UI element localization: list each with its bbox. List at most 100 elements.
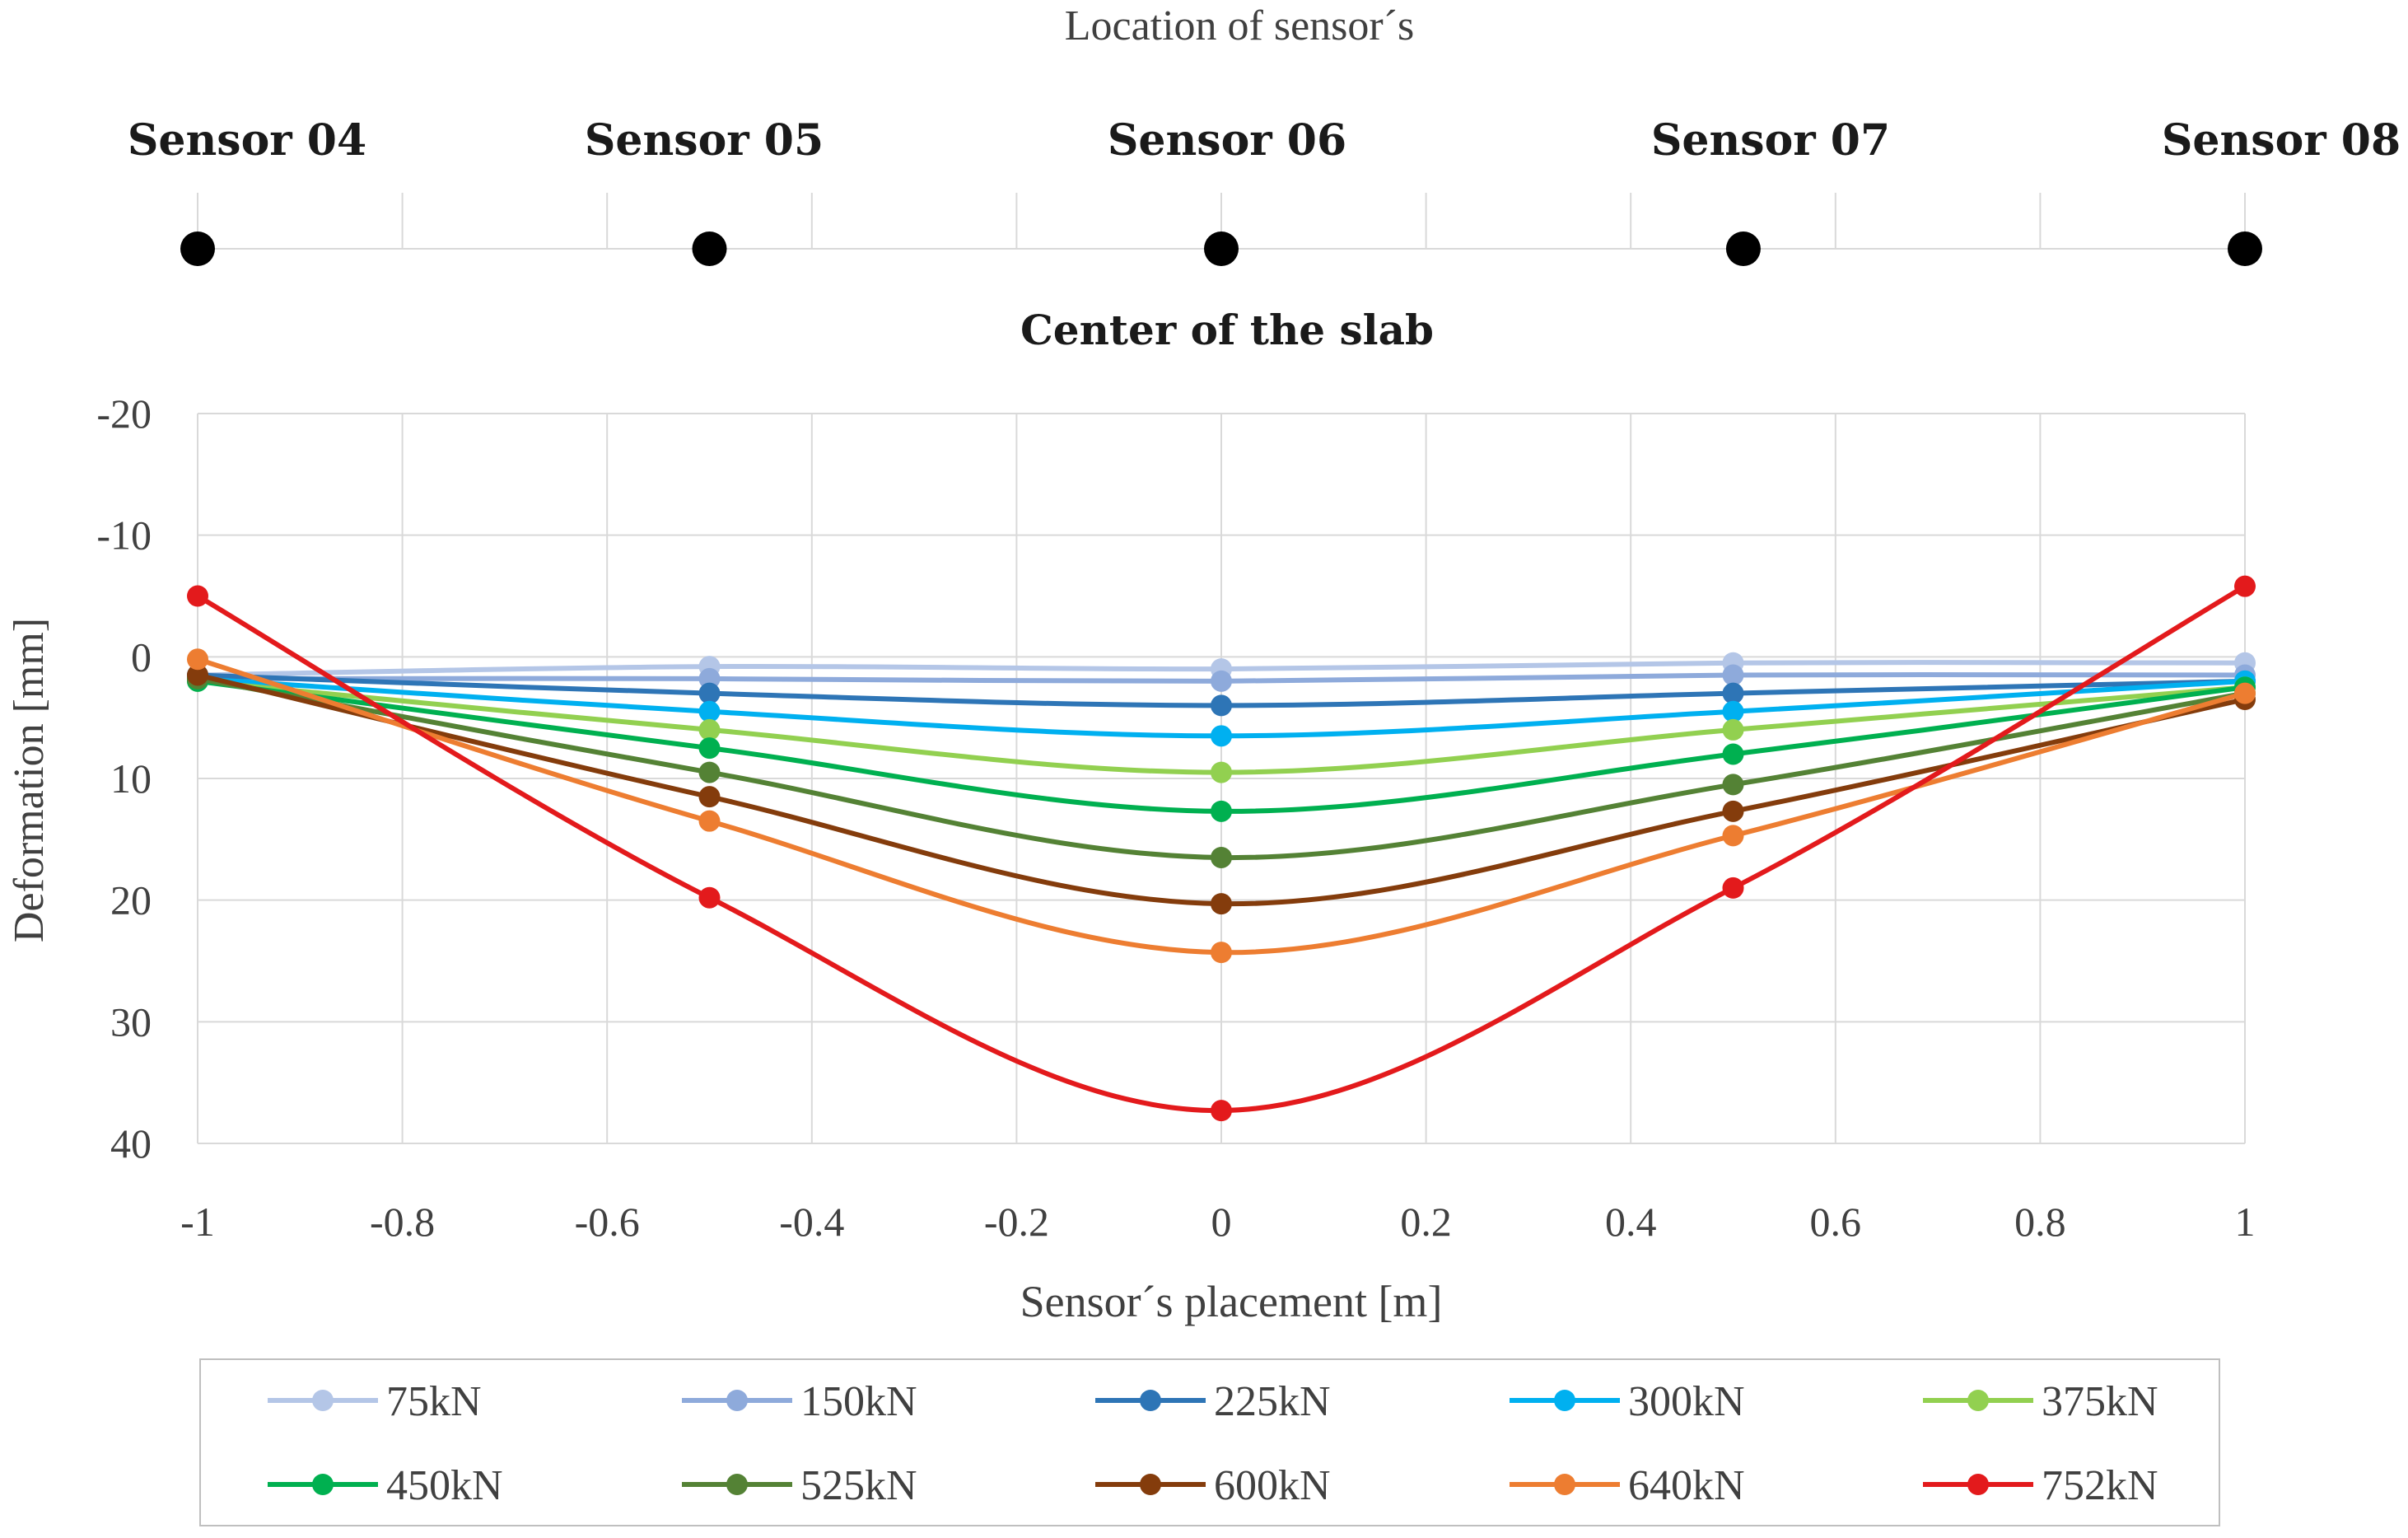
data-point-225kN-3 bbox=[1722, 682, 1744, 704]
sensor-dot-6 bbox=[1204, 231, 1239, 266]
data-point-450kN-3 bbox=[1722, 743, 1744, 765]
legend-label: 300kN bbox=[1628, 1378, 1745, 1425]
legend-label: 375kN bbox=[2042, 1378, 2158, 1425]
data-point-375kN-3 bbox=[1722, 718, 1744, 741]
y-tick-label: 20 bbox=[110, 877, 152, 923]
data-point-300kN-1 bbox=[698, 700, 721, 722]
x-axis-label: Sensor´s placement [m] bbox=[1020, 1277, 1443, 1326]
sensor-label: Sensor 08 bbox=[2162, 115, 2401, 166]
legend: 75kN 150kN 225kN 300kN 375kN 450kN 525kN 600kN 6… bbox=[199, 1358, 2220, 1526]
data-point-600kN-0 bbox=[187, 664, 208, 686]
chart-subtitle: Center of the slab bbox=[1020, 306, 1434, 354]
legend-label: 225kN bbox=[1214, 1378, 1331, 1425]
legend-marker bbox=[1967, 1390, 1989, 1411]
x-tick-label: 0.2 bbox=[1400, 1199, 1452, 1245]
data-point-450kN-1 bbox=[698, 737, 721, 760]
legend-label: 600kN bbox=[1214, 1462, 1331, 1509]
sensor-label: Sensor 06 bbox=[1108, 115, 1346, 166]
legend-label: 640kN bbox=[1628, 1462, 1745, 1509]
data-point-150kN-3 bbox=[1722, 664, 1744, 686]
legend-item-600kN: 600kN bbox=[1095, 1462, 1331, 1509]
legend-label: 752kN bbox=[2042, 1462, 2158, 1509]
legend-marker bbox=[1554, 1390, 1575, 1411]
data-point-752kN-2 bbox=[1211, 1100, 1232, 1122]
x-tick-label: -0.6 bbox=[575, 1199, 640, 1245]
x-axis-ticks: -1 -0.8 -0.6 -0.4 -0.2 0 0.2 0.4 0.6 0.8 1 bbox=[180, 1199, 2255, 1245]
x-tick-label: 0.4 bbox=[1605, 1199, 1657, 1245]
legend-marker bbox=[312, 1390, 334, 1411]
data-point-300kN-3 bbox=[1722, 700, 1744, 722]
legend-item-525kN: 525kN bbox=[682, 1462, 917, 1509]
y-tick-label: 0 bbox=[131, 633, 152, 680]
y-tick-label: 10 bbox=[110, 755, 152, 802]
legend-label: 525kN bbox=[800, 1462, 917, 1509]
x-tick-label: -1 bbox=[180, 1199, 215, 1245]
sensor-label: Sensor 07 bbox=[1651, 115, 1890, 166]
legend-marker bbox=[1140, 1390, 1161, 1411]
legend-marker bbox=[726, 1390, 748, 1411]
y-tick-label: -10 bbox=[96, 512, 152, 559]
legend-marker bbox=[1140, 1474, 1161, 1495]
data-point-640kN-4 bbox=[2234, 682, 2256, 704]
legend-item-450kN: 450kN bbox=[268, 1462, 503, 1509]
legend-item-640kN: 640kN bbox=[1510, 1462, 1745, 1509]
legend-item-75kN: 75kN bbox=[268, 1378, 482, 1425]
data-point-640kN-0 bbox=[187, 648, 208, 671]
legend-item-375kN: 375kN bbox=[1923, 1378, 2158, 1425]
legend-item-752kN: 752kN bbox=[1923, 1462, 2158, 1509]
data-point-225kN-2 bbox=[1211, 694, 1232, 717]
data-point-450kN-2 bbox=[1211, 800, 1232, 822]
legend-item-300kN: 300kN bbox=[1510, 1378, 1745, 1425]
legend-marker bbox=[726, 1474, 748, 1495]
x-tick-label: 0.6 bbox=[1810, 1199, 1862, 1245]
sensor-label: Sensor 05 bbox=[585, 115, 824, 166]
data-point-752kN-4 bbox=[2234, 575, 2256, 597]
series-group bbox=[187, 575, 2256, 1122]
legend-item-225kN: 225kN bbox=[1095, 1378, 1331, 1425]
y-tick-label: 40 bbox=[110, 1120, 152, 1166]
legend-label: 150kN bbox=[800, 1378, 917, 1425]
y-axis-label: Deformation [mm] bbox=[6, 618, 53, 942]
data-point-600kN-1 bbox=[698, 786, 721, 808]
series-752kN bbox=[187, 575, 2256, 1122]
x-tick-label: 1 bbox=[2235, 1199, 2256, 1245]
data-point-525kN-2 bbox=[1211, 846, 1232, 868]
data-point-640kN-3 bbox=[1722, 825, 1744, 847]
y-axis-ticks: -20 -10 0 10 20 30 40 bbox=[96, 390, 152, 1166]
y-tick-label: -20 bbox=[96, 390, 152, 437]
sensor-location-strip: Sensor 04 Sensor 05 Sensor 06 Sensor 07 Sens… bbox=[128, 115, 2401, 266]
series-375kN bbox=[187, 670, 2256, 783]
sensor-dot-5 bbox=[692, 231, 727, 266]
data-point-525kN-3 bbox=[1722, 774, 1744, 796]
sensor-dot-8 bbox=[2228, 231, 2262, 266]
legend-item-150kN: 150kN bbox=[682, 1378, 917, 1425]
data-point-752kN-3 bbox=[1722, 877, 1744, 899]
data-point-300kN-2 bbox=[1211, 725, 1232, 747]
x-tick-label: -0.4 bbox=[779, 1199, 844, 1245]
sensor-label: Sensor 04 bbox=[128, 115, 366, 166]
data-point-375kN-1 bbox=[698, 718, 721, 741]
y-tick-label: 30 bbox=[110, 998, 152, 1045]
legend-marker bbox=[312, 1474, 334, 1495]
data-point-640kN-1 bbox=[698, 810, 721, 832]
x-tick-label: -0.2 bbox=[984, 1199, 1049, 1245]
data-point-150kN-2 bbox=[1211, 670, 1232, 692]
sensor-dot-7 bbox=[1725, 231, 1761, 266]
top-title: Location of sensor´s bbox=[1065, 2, 1415, 49]
x-tick-label: 0 bbox=[1211, 1199, 1232, 1245]
legend-marker bbox=[1967, 1474, 1989, 1495]
data-point-640kN-2 bbox=[1211, 942, 1232, 964]
sensor-dot-4 bbox=[180, 231, 215, 266]
x-tick-label: -0.8 bbox=[370, 1199, 435, 1245]
x-tick-label: 0.8 bbox=[2014, 1199, 2066, 1245]
data-point-600kN-3 bbox=[1722, 800, 1744, 822]
data-point-375kN-2 bbox=[1211, 761, 1232, 783]
legend-label: 75kN bbox=[386, 1378, 482, 1425]
data-point-600kN-2 bbox=[1211, 893, 1232, 915]
data-point-752kN-0 bbox=[187, 585, 208, 607]
legend-label: 450kN bbox=[386, 1462, 503, 1509]
legend-marker bbox=[1554, 1474, 1575, 1495]
data-point-225kN-1 bbox=[698, 682, 721, 704]
data-point-752kN-1 bbox=[698, 886, 721, 909]
